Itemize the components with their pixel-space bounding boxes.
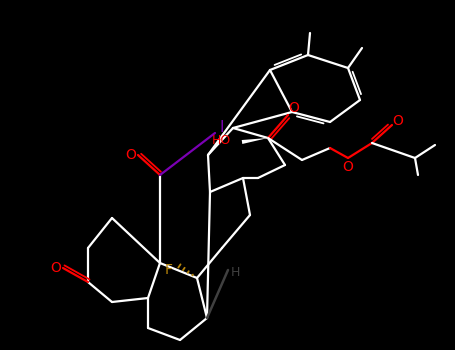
Text: O: O xyxy=(51,261,61,275)
Text: O: O xyxy=(343,160,354,174)
Text: F: F xyxy=(165,263,173,277)
Polygon shape xyxy=(242,138,268,144)
Polygon shape xyxy=(207,270,228,318)
Text: H: H xyxy=(230,266,240,279)
Text: HO: HO xyxy=(212,133,231,147)
Text: O: O xyxy=(288,101,299,115)
Text: I: I xyxy=(220,119,224,134)
Text: O: O xyxy=(126,148,136,162)
Text: O: O xyxy=(393,114,404,128)
